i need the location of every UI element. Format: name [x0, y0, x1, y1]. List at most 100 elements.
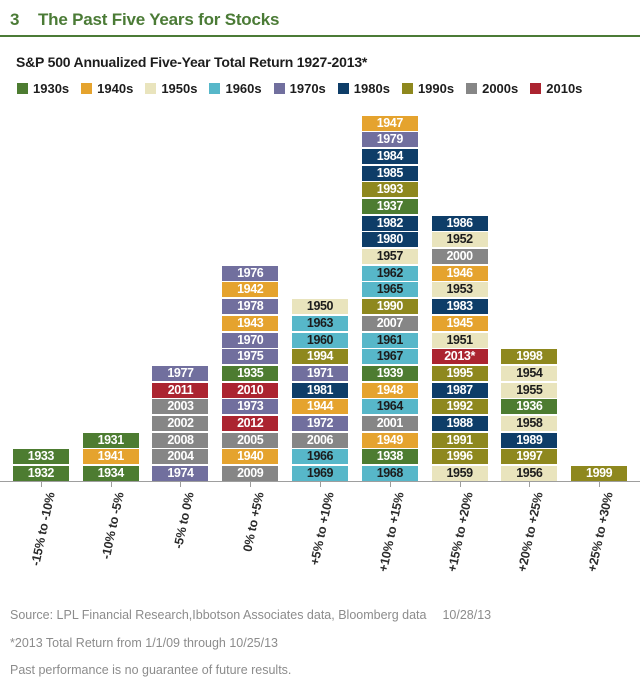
- x-axis-line: [0, 481, 640, 482]
- chart-legend: 1930s 1940s 1950s 1960s 1970s 1980s 1990s 2000s…: [17, 81, 640, 96]
- year-block: 1967: [361, 349, 418, 365]
- year-block: 1963: [292, 315, 349, 331]
- axis-tick-mark: [599, 482, 601, 487]
- legend-swatch-1990s: [401, 83, 413, 94]
- year-block: 1996: [431, 449, 488, 465]
- x-axis-label: +25% to +30%: [585, 491, 616, 574]
- legend-item-1930s: 1930s: [17, 81, 69, 96]
- legend-item-1980s: 1980s: [337, 81, 390, 96]
- axis-tick-mark: [110, 482, 112, 487]
- bin-column: 1986 1952 2000 1946 1953 1983 1945 1951 2013* 199…: [425, 214, 495, 481]
- year-block: 1950: [292, 299, 349, 315]
- year-block: 1943: [222, 315, 279, 331]
- year-block: 1971: [292, 365, 349, 381]
- page-number: 3: [10, 10, 20, 29]
- axis-tick-mark: [529, 482, 531, 487]
- year-block: 1937: [361, 199, 418, 214]
- axis-tick-mark: [320, 482, 322, 487]
- axis-tick-mark: [389, 482, 391, 487]
- x-axis-label-cell: -15% to -10%: [6, 482, 76, 596]
- x-axis-label: +5% to +10%: [307, 491, 337, 567]
- year-block: 1932: [12, 466, 69, 481]
- bin-column: 1931 1941 1934: [76, 431, 146, 481]
- bin-column: 1976 1942 1978 1943 1970 1975 1935 2010 1973 2012…: [215, 264, 285, 481]
- year-block: 1955: [501, 382, 558, 398]
- bin-column: 1947 1979 1984 1985 1993 1937 1982 1980 1957 1962…: [355, 114, 425, 481]
- year-block: 1987: [431, 382, 488, 398]
- year-block: 2003: [152, 399, 209, 415]
- x-axis-label: +20% to +25%: [515, 491, 546, 574]
- year-block: 1983: [431, 299, 488, 315]
- legend-label: 1980s: [353, 81, 390, 96]
- year-block: 1953: [431, 282, 488, 298]
- year-block: 1978: [222, 299, 279, 315]
- year-block: 1970: [222, 332, 279, 348]
- axis-tick-mark: [459, 482, 461, 487]
- disclaimer-line: Past performance is no guarantee of futu…: [10, 663, 292, 677]
- year-block: 1982: [361, 215, 418, 231]
- legend-swatch-2000s: [466, 83, 478, 94]
- year-block: 1973: [222, 399, 279, 415]
- year-block: 1952: [431, 232, 488, 248]
- legend-label: 1940s: [97, 81, 134, 96]
- chart-title: S&P 500 Annualized Five-Year Total Retur…: [16, 54, 368, 70]
- year-block: 2009: [222, 466, 279, 481]
- page-header: 3 The Past Five Years for Stocks: [0, 0, 640, 30]
- year-block: 1960: [292, 332, 349, 348]
- x-axis-label: 0% to +5%: [240, 491, 267, 553]
- year-block: 1998: [501, 349, 558, 365]
- year-block: 1958: [501, 415, 558, 431]
- source-line: Source: LPL Financial Research,Ibbotson …: [10, 608, 640, 622]
- year-block: 1966: [292, 449, 349, 465]
- year-block: 1995: [431, 365, 488, 381]
- year-block: 2008: [152, 432, 209, 448]
- year-block: 2006: [292, 432, 349, 448]
- axis-tick-mark: [40, 482, 42, 487]
- year-block: 1993: [361, 182, 418, 198]
- year-block: 1951: [431, 332, 488, 348]
- year-block: 2004: [152, 449, 209, 465]
- legend-label: 2000s: [482, 81, 519, 96]
- year-block: 2002: [152, 415, 209, 431]
- year-block: 1931: [82, 432, 139, 448]
- year-block: 1965: [361, 282, 418, 298]
- bin-column: 1950 1963 1960 1994 1971 1981 1944 1972 2006 1966…: [285, 297, 355, 481]
- chart-columns: 1933 1932 1931 1941 1934 1977 2011 2003 2002 2008…: [0, 109, 640, 481]
- year-block: 1933: [12, 449, 69, 465]
- year-block: 1969: [292, 466, 349, 481]
- year-block: 1985: [361, 165, 418, 181]
- source-date: 10/28/13: [442, 608, 492, 622]
- year-block: 1959: [431, 466, 488, 481]
- year-block: 2010: [222, 382, 279, 398]
- stacked-year-histogram: 1933 1932 1931 1941 1934 1977 2011 2003 2002 2008…: [0, 109, 640, 596]
- axis-tick-mark: [180, 482, 182, 487]
- legend-label: 1950s: [161, 81, 198, 96]
- legend-item-1990s: 1990s: [401, 81, 455, 96]
- year-block: 1942: [222, 282, 279, 298]
- legend-swatch-1930s: [17, 83, 28, 94]
- year-block: 1976: [222, 265, 279, 281]
- year-block: 2007: [361, 315, 418, 331]
- legend-swatch-1970s: [273, 83, 285, 94]
- year-block: 1972: [292, 415, 349, 431]
- year-block: 1977: [152, 365, 209, 381]
- year-block: 1941: [82, 449, 139, 465]
- year-block: 1935: [222, 365, 279, 381]
- legend-label: 1930s: [33, 81, 70, 96]
- x-axis-label: +15% to +20%: [445, 491, 477, 574]
- year-block: 1939: [361, 365, 418, 381]
- year-block: 1990: [361, 299, 418, 315]
- x-axis-label: -5% to 0%: [171, 491, 197, 550]
- year-block: 1948: [361, 382, 418, 398]
- year-block: 1956: [501, 466, 558, 481]
- year-block: 2005: [222, 432, 279, 448]
- legend-item-1950s: 1950s: [145, 81, 197, 96]
- x-axis-label: -10% to -5%: [99, 491, 128, 561]
- x-axis-label-cell: -5% to 0%: [146, 482, 216, 596]
- legend-item-1970s: 1970s: [273, 81, 326, 96]
- legend-label: 1960s: [225, 81, 262, 96]
- x-axis-label-cell: +25% to +30%: [564, 482, 634, 596]
- legend-swatch-1940s: [81, 83, 93, 94]
- x-axis-label: -15% to -10%: [28, 491, 58, 567]
- legend-label: 1990s: [417, 81, 455, 96]
